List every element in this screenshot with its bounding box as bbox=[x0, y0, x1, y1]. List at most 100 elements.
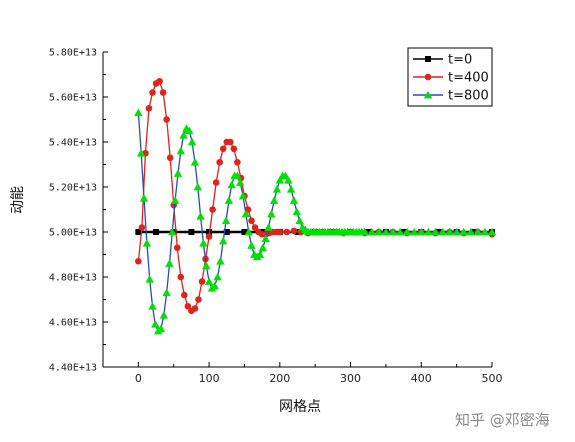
data-point bbox=[233, 171, 242, 180]
x-axis-label: 网格点 bbox=[279, 399, 321, 415]
data-point bbox=[142, 239, 152, 247]
data-point bbox=[219, 145, 227, 153]
data-point bbox=[247, 241, 256, 249]
series-t=400 bbox=[135, 77, 496, 315]
data-point bbox=[205, 233, 213, 240]
x-tick-label: 400 bbox=[411, 372, 432, 385]
x-tick-label: 500 bbox=[482, 372, 503, 385]
data-point bbox=[213, 272, 222, 281]
data-point bbox=[149, 89, 156, 96]
data-point bbox=[360, 227, 369, 236]
data-point bbox=[367, 227, 376, 236]
data-point bbox=[191, 305, 199, 312]
data-point bbox=[159, 89, 167, 96]
data-point bbox=[261, 234, 270, 243]
data-point bbox=[216, 257, 225, 265]
data-point bbox=[438, 227, 447, 236]
data-point bbox=[166, 154, 174, 162]
series-t=800 bbox=[134, 108, 497, 335]
legend: t=0 t=400 t=800 bbox=[407, 47, 493, 107]
legend-label: t=800 bbox=[448, 89, 489, 104]
legend-marker bbox=[425, 56, 431, 62]
data-point bbox=[162, 288, 171, 297]
y-tick-label: 4.80E+13 bbox=[49, 273, 97, 284]
data-point bbox=[188, 229, 195, 235]
data-point bbox=[159, 311, 169, 319]
data-point bbox=[275, 176, 285, 184]
data-point bbox=[236, 178, 245, 186]
data-point bbox=[173, 169, 183, 177]
data-point bbox=[473, 227, 483, 236]
data-point bbox=[402, 227, 412, 236]
y-tick-label: 5.40E+13 bbox=[49, 138, 97, 149]
watermark: 知乎 @邓密海 bbox=[455, 411, 550, 429]
data-point bbox=[292, 207, 301, 216]
data-point bbox=[134, 108, 143, 117]
series-line bbox=[137, 112, 492, 333]
data-point bbox=[151, 320, 160, 328]
data-point bbox=[431, 227, 440, 236]
data-point bbox=[212, 179, 220, 186]
data-point bbox=[264, 223, 273, 231]
data-point bbox=[241, 209, 251, 218]
data-point bbox=[135, 229, 142, 235]
data-point bbox=[179, 131, 188, 139]
data-point bbox=[165, 259, 174, 267]
data-point bbox=[381, 227, 391, 236]
data-point bbox=[202, 261, 211, 270]
data-point bbox=[177, 273, 185, 281]
data-point bbox=[466, 227, 475, 236]
data-point bbox=[289, 196, 299, 204]
data-point bbox=[136, 149, 146, 157]
data-point bbox=[281, 171, 290, 180]
data-point bbox=[224, 196, 234, 204]
x-tick-label: 300 bbox=[340, 372, 361, 385]
data-point bbox=[459, 227, 468, 236]
data-point bbox=[227, 180, 236, 189]
x-tick-label: 200 bbox=[269, 372, 290, 385]
data-point bbox=[196, 212, 205, 220]
data-point bbox=[272, 185, 282, 193]
data-point bbox=[424, 227, 433, 236]
data-point bbox=[230, 145, 238, 153]
data-point bbox=[255, 250, 265, 258]
data-point bbox=[168, 227, 177, 236]
data-point bbox=[417, 227, 426, 236]
data-point bbox=[445, 227, 454, 236]
data-point bbox=[190, 158, 200, 166]
x-tick-label: 0 bbox=[135, 372, 142, 385]
data-point bbox=[286, 185, 296, 193]
data-point bbox=[148, 302, 157, 310]
data-point bbox=[210, 281, 219, 290]
data-point bbox=[209, 206, 216, 213]
data-point bbox=[283, 228, 291, 236]
series-markers bbox=[134, 108, 497, 335]
data-point bbox=[163, 116, 170, 123]
data-point bbox=[388, 227, 398, 236]
data-point bbox=[244, 227, 253, 236]
data-point bbox=[173, 244, 181, 252]
y-axis-label: 动能 bbox=[10, 186, 26, 214]
legend-label: t=400 bbox=[448, 71, 489, 86]
data-point bbox=[184, 302, 192, 310]
legend-marker bbox=[423, 90, 433, 99]
data-point bbox=[156, 77, 163, 85]
series-markers bbox=[135, 77, 496, 315]
data-point bbox=[238, 191, 248, 200]
data-point bbox=[227, 138, 234, 146]
data-point bbox=[452, 227, 461, 236]
data-point bbox=[185, 126, 194, 135]
data-point bbox=[241, 229, 248, 235]
data-point bbox=[181, 291, 188, 299]
data-point bbox=[199, 239, 208, 247]
series-layer bbox=[134, 77, 497, 335]
data-point bbox=[153, 229, 160, 235]
data-point bbox=[248, 217, 255, 225]
data-point bbox=[187, 137, 197, 146]
y-tick-label: 4.40E+13 bbox=[49, 363, 97, 374]
data-point bbox=[258, 243, 268, 252]
data-point bbox=[138, 224, 146, 231]
data-point bbox=[195, 296, 202, 303]
data-point bbox=[410, 227, 419, 236]
